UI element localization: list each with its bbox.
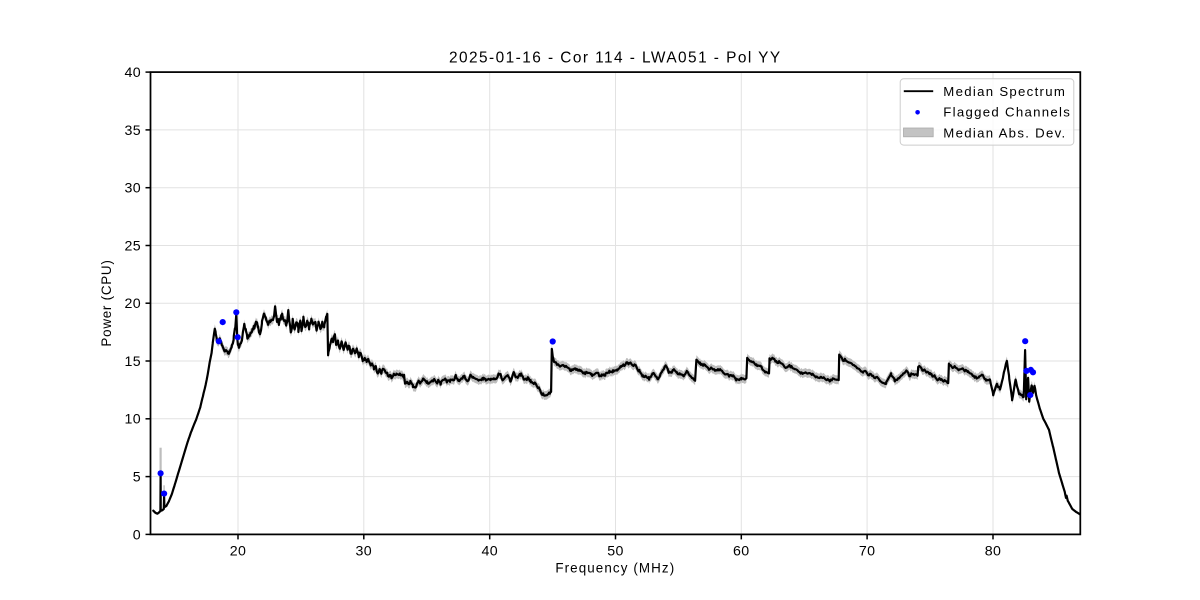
svg-text:Power (CPU): Power (CPU) xyxy=(99,259,114,346)
svg-text:30: 30 xyxy=(125,181,141,197)
svg-text:50: 50 xyxy=(607,544,623,560)
svg-text:20: 20 xyxy=(230,544,246,560)
svg-text:0: 0 xyxy=(133,527,141,543)
svg-text:5: 5 xyxy=(133,470,141,486)
svg-text:Median Spectrum: Median Spectrum xyxy=(943,84,1066,99)
svg-text:Flagged Channels: Flagged Channels xyxy=(943,105,1071,120)
svg-text:Median Abs. Dev.: Median Abs. Dev. xyxy=(943,125,1066,140)
svg-text:20: 20 xyxy=(125,296,141,312)
svg-text:40: 40 xyxy=(125,65,141,81)
svg-text:30: 30 xyxy=(356,544,372,560)
svg-text:80: 80 xyxy=(985,544,1001,560)
svg-text:25: 25 xyxy=(125,238,141,254)
svg-text:10: 10 xyxy=(125,412,141,428)
svg-text:60: 60 xyxy=(733,544,749,560)
svg-text:15: 15 xyxy=(125,354,141,370)
svg-text:70: 70 xyxy=(859,544,875,560)
svg-text:35: 35 xyxy=(125,123,141,139)
svg-text:Frequency (MHz): Frequency (MHz) xyxy=(555,561,675,576)
svg-text:40: 40 xyxy=(481,544,497,560)
svg-text:2025-01-16 - Cor 114 - LWA051: 2025-01-16 - Cor 114 - LWA051 - Pol YY xyxy=(449,50,782,67)
